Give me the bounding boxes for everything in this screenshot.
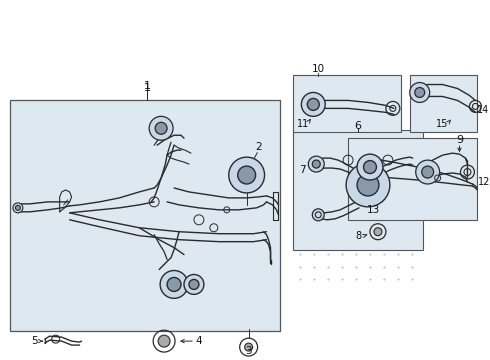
Text: 13: 13 (367, 205, 380, 215)
Circle shape (301, 93, 325, 116)
Bar (294, 130, 423, 249)
Circle shape (416, 160, 440, 184)
Text: 5: 5 (31, 336, 38, 346)
Circle shape (229, 157, 265, 193)
Circle shape (357, 154, 383, 180)
Circle shape (374, 228, 382, 236)
Circle shape (167, 278, 181, 291)
Circle shape (149, 116, 173, 140)
Circle shape (184, 274, 204, 294)
Circle shape (13, 203, 23, 213)
Circle shape (312, 209, 324, 221)
Text: 11: 11 (297, 119, 310, 129)
Text: 12: 12 (478, 177, 490, 187)
Text: 4: 4 (196, 336, 202, 346)
Circle shape (245, 343, 253, 351)
Circle shape (422, 166, 434, 178)
Circle shape (238, 166, 256, 184)
Text: 9: 9 (456, 135, 463, 145)
Circle shape (346, 163, 390, 207)
Text: 1: 1 (144, 84, 151, 94)
Bar (348, 138, 477, 220)
Text: 14: 14 (477, 105, 490, 115)
Circle shape (158, 335, 170, 347)
Text: 3: 3 (245, 346, 252, 356)
Text: 7: 7 (299, 165, 306, 175)
Circle shape (189, 279, 199, 289)
Bar (294, 75, 401, 132)
Bar (410, 75, 477, 132)
Circle shape (307, 98, 319, 111)
Text: 1: 1 (144, 81, 151, 90)
Circle shape (308, 156, 324, 172)
Circle shape (410, 82, 430, 103)
Bar (10, 100, 280, 331)
Text: 6: 6 (355, 121, 362, 131)
Circle shape (312, 160, 320, 168)
Circle shape (160, 270, 188, 298)
Circle shape (415, 87, 425, 98)
Text: 8: 8 (355, 231, 361, 241)
Text: 2: 2 (255, 142, 262, 152)
Text: 10: 10 (312, 64, 325, 73)
Circle shape (364, 161, 376, 174)
Text: 15: 15 (437, 119, 449, 129)
Circle shape (155, 122, 167, 134)
Circle shape (15, 205, 21, 210)
Circle shape (357, 174, 379, 196)
